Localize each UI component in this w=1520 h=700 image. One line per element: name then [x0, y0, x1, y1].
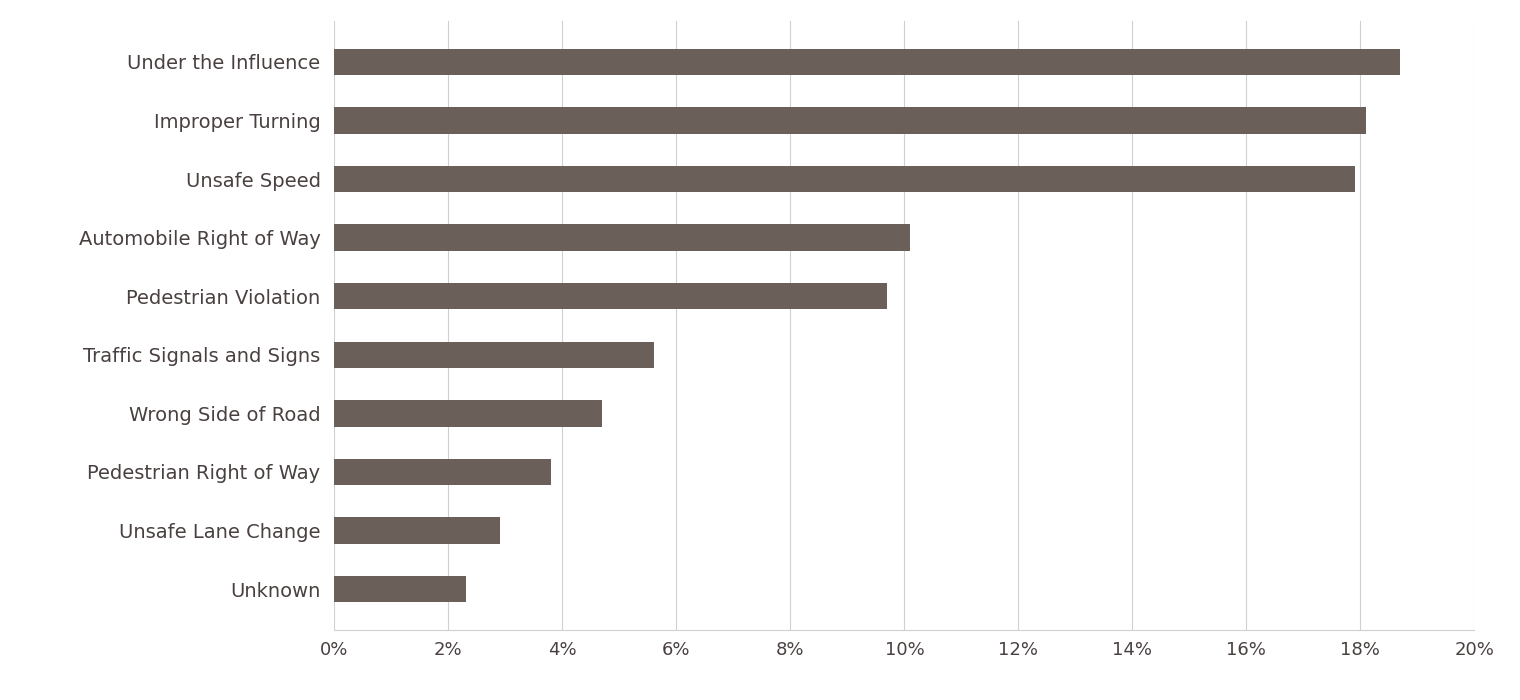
Bar	[334, 342, 654, 368]
Bar	[334, 400, 602, 426]
Bar	[334, 458, 550, 485]
Bar	[334, 49, 1400, 75]
Bar	[334, 107, 1366, 134]
Bar	[334, 576, 465, 602]
Bar	[334, 225, 910, 251]
Bar	[334, 166, 1354, 193]
Bar	[334, 517, 500, 544]
Bar	[334, 283, 888, 309]
